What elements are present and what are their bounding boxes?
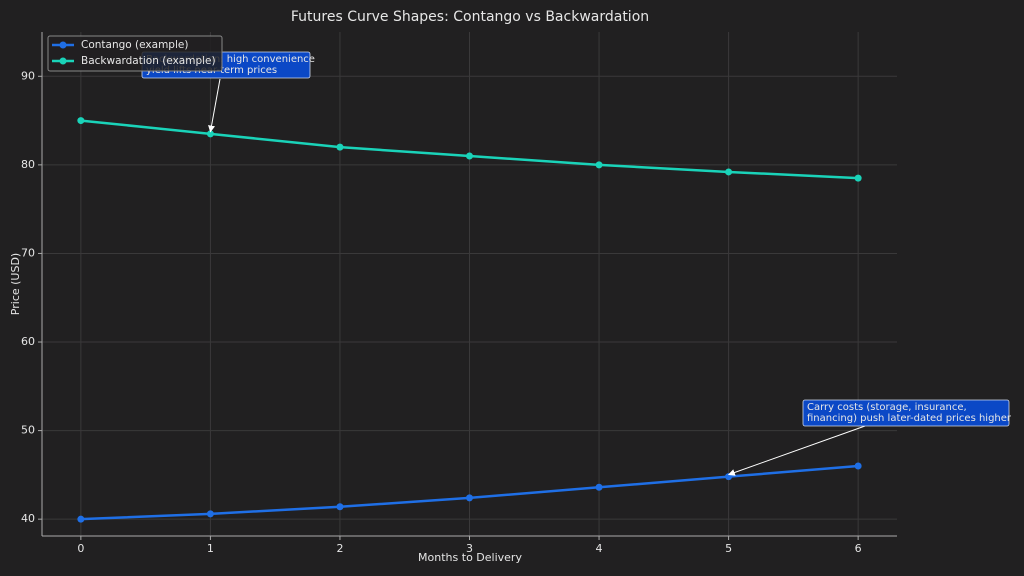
y-tick-label: 60 — [21, 335, 35, 348]
y-axis-label: Price (USD) — [9, 253, 22, 315]
annotation-text: Backwardation: high convenience — [146, 54, 315, 65]
legend: Contango (example) Backwardation (example… — [47, 35, 223, 72]
annotation-arrow — [727, 425, 866, 476]
point — [466, 494, 473, 502]
point — [854, 462, 862, 470]
point — [77, 117, 85, 125]
legend-marker — [59, 57, 67, 65]
point — [725, 168, 733, 176]
legend-label: Contango (example) — [81, 39, 188, 51]
legend-box — [47, 35, 223, 72]
point — [206, 510, 214, 518]
x-axis-label: Months to Delivery — [418, 551, 522, 564]
chart-title: Futures Curve Shapes: Contango vs Backwa… — [291, 9, 649, 25]
y-tick-label: 80 — [21, 158, 35, 171]
y-tick-label: 70 — [21, 246, 35, 259]
point — [336, 503, 344, 511]
annotation-text: Carry costs (storage, insurance, — [807, 402, 967, 413]
legend-marker — [59, 41, 67, 49]
point — [77, 515, 85, 523]
point — [336, 143, 344, 151]
annotation-box — [802, 399, 1010, 427]
point — [595, 161, 603, 169]
legend-label: Backwardation (example) — [81, 55, 216, 67]
x-tick-label: 6 — [855, 542, 862, 555]
y-tick-label: 50 — [21, 424, 35, 437]
x-tick-label: 4 — [596, 542, 603, 555]
annotation-arrow — [208, 78, 221, 133]
x-tick-label: 3 — [466, 542, 473, 555]
x-tick-label: 1 — [207, 542, 214, 555]
y-tick-label: 40 — [21, 512, 35, 525]
point — [595, 483, 603, 491]
annotation-text: financing) push later-dated prices highe… — [807, 413, 1012, 424]
x-tick-label: 5 — [725, 542, 732, 555]
x-tick-label: 2 — [336, 542, 343, 555]
point — [854, 174, 862, 182]
point — [466, 152, 473, 160]
y-tick-label: 90 — [21, 69, 35, 82]
x-tick-label: 0 — [77, 542, 84, 555]
